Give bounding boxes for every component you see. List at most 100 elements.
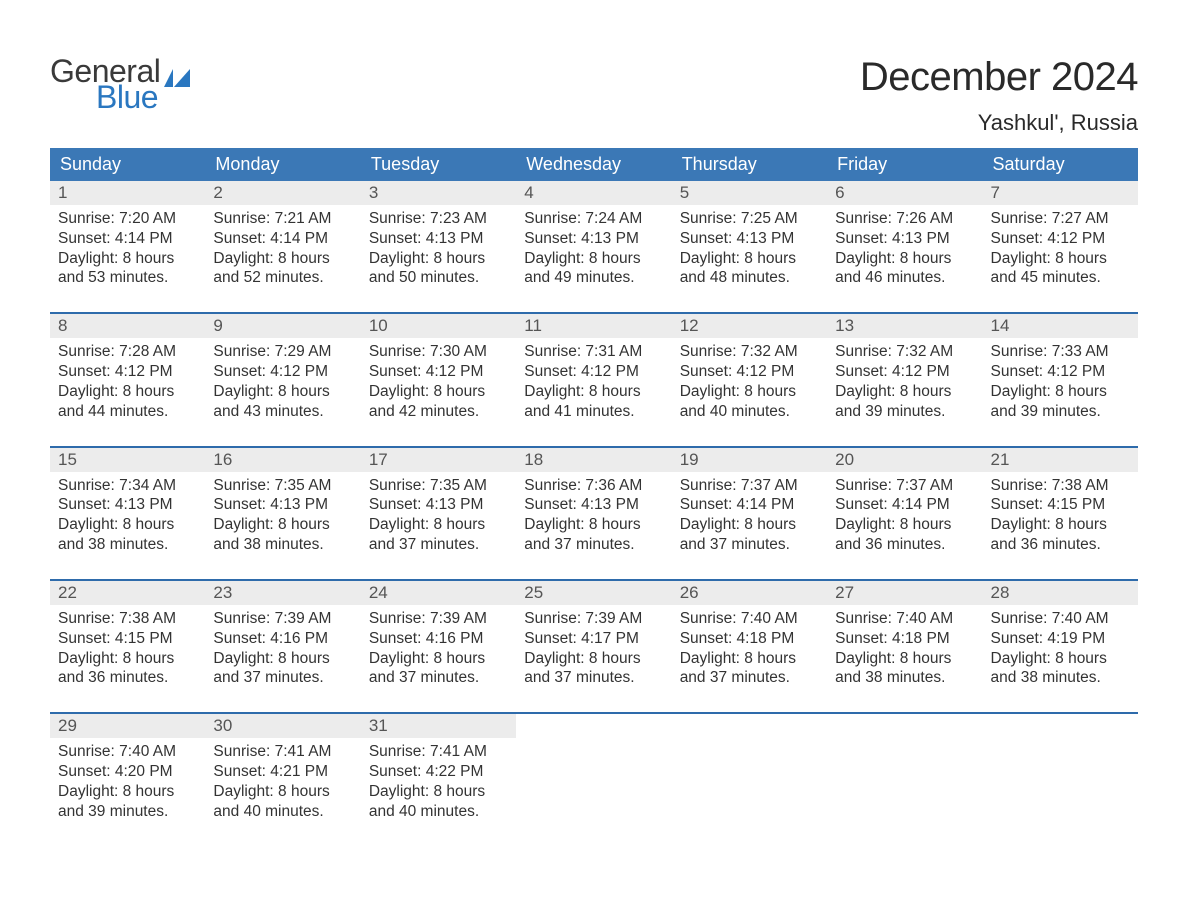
calendar-day-cell: 10Sunrise: 7:30 AMSunset: 4:12 PMDayligh… [361,314,516,445]
day-data: Sunrise: 7:40 AM Sunset: 4:18 PM Daylight:… [827,605,982,688]
daylight-line-2: and 48 minutes. [680,269,790,286]
sunset-line: Sunset: 4:12 PM [991,363,1106,380]
daylight-line-1: Daylight: 8 hours [991,383,1107,400]
daylight-line-1: Daylight: 8 hours [213,516,329,533]
sunrise-line: Sunrise: 7:39 AM [524,610,642,627]
daylight-line-1: Daylight: 8 hours [369,250,485,267]
day-number: 17 [361,448,516,472]
calendar-day-cell: 28Sunrise: 7:40 AMSunset: 4:19 PMDayligh… [983,581,1138,712]
sunset-line: Sunset: 4:20 PM [58,763,173,780]
sunrise-line: Sunrise: 7:32 AM [680,343,798,360]
daylight-line-1: Daylight: 8 hours [524,650,640,667]
day-number: 8 [50,314,205,338]
daylight-line-1: Daylight: 8 hours [680,650,796,667]
sunset-line: Sunset: 4:12 PM [835,363,950,380]
sunset-line: Sunset: 4:14 PM [213,230,328,247]
sunset-line: Sunset: 4:13 PM [369,230,484,247]
day-data: Sunrise: 7:32 AMSunset: 4:12 PMDaylight:… [827,338,982,421]
daylight-line-1: Daylight: 8 hours [213,650,329,667]
day-number: 13 [827,314,982,338]
day-number: 29 [50,714,205,738]
day-number: 9 [205,314,360,338]
day-data: Sunrise: 7:38 AMSunset: 4:15 PMDaylight:… [50,605,205,688]
day-data: Sunrise: 7:21 AMSunset: 4:14 PMDaylight:… [205,205,360,288]
calendar-day-cell: 17Sunrise: 7:35 AMSunset: 4:13 PMDayligh… [361,448,516,579]
calendar-day-cell: 3 Sunrise: 7:23 AM Sunset: 4:13 PM Daylight… [361,181,516,312]
sunset-line: Sunset: 4:12 PM [369,363,484,380]
calendar-week-row: 15Sunrise: 7:34 AMSunset: 4:13 PMDayligh… [50,448,1138,579]
calendar-day-cell: 0 [983,714,1138,845]
daylight-line-2: and 37 minutes. [524,536,634,553]
day-data: Sunrise: 7:41 AMSunset: 4:21 PMDaylight:… [205,738,360,821]
calendar-day-cell: 0 [516,714,671,845]
calendar-day-cell: 31Sunrise: 7:41 AMSunset: 4:22 PMDayligh… [361,714,516,845]
daylight-line-1: Daylight: 8 hours [58,250,174,267]
day-number: 21 [983,448,1138,472]
sunset-line: Sunset: 4:19 PM [991,630,1106,647]
daylight-line-2: and 36 minutes. [58,669,168,686]
sunset-line: Sunset: 4:22 PM [369,763,484,780]
sunset-line: Sunset: 4:18 PM [835,630,950,647]
calendar-day-cell: 30Sunrise: 7:41 AMSunset: 4:21 PMDayligh… [205,714,360,845]
day-number: 18 [516,448,671,472]
weekday-header: Saturday [983,148,1138,181]
calendar-day-cell: 7Sunrise: 7:27 AMSunset: 4:12 PMDaylight… [983,181,1138,312]
day-data: Sunrise: 7:23 AM Sunset: 4:13 PM Daylight:… [361,205,516,288]
calendar-week-row: 1Sunrise: 7:20 AMSunset: 4:14 PMDaylight… [50,181,1138,312]
daylight-line-1: Daylight: 8 hours [680,383,796,400]
daylight-line-2: and 37 minutes. [524,669,634,686]
title-block: December 2024 Yashkul', Russia [860,55,1138,136]
weekday-header: Sunday [50,148,205,181]
calendar-day-cell: 14Sunrise: 7:33 AMSunset: 4:12 PMDayligh… [983,314,1138,445]
day-number: 5 [672,181,827,205]
sunrise-line: Sunrise: 7:41 AM [369,743,487,760]
daylight-line-1: Daylight: 8 hours [524,516,640,533]
daylight-line-1: Daylight: 8 hours [680,516,796,533]
daylight-line-2: and 41 minutes. [524,403,634,420]
calendar-day-cell: 22Sunrise: 7:38 AMSunset: 4:15 PMDayligh… [50,581,205,712]
calendar-day-cell: 13Sunrise: 7:32 AMSunset: 4:12 PMDayligh… [827,314,982,445]
day-data: Sunrise: 7:30 AMSunset: 4:12 PMDaylight:… [361,338,516,421]
sunrise-line: Sunrise: 7:37 AM [680,477,798,494]
day-data: Sunrise: 7:39 AMSunset: 4:16 PMDaylight:… [205,605,360,688]
daylight-line-1: Daylight: 8 hours [369,783,485,800]
daylight-line-2: and 38 minutes. [991,669,1101,686]
weekday-header-row: SundayMondayTuesdayWednesdayThursdayFrid… [50,148,1138,181]
day-data: Sunrise: 7:31 AMSunset: 4:12 PMDaylight:… [516,338,671,421]
sunrise-line: Sunrise: 7:31 AM [524,343,642,360]
day-number: 3 [361,181,516,205]
day-data: Sunrise: 7:40 AMSunset: 4:20 PMDaylight:… [50,738,205,821]
calendar-day-cell: 0 [672,714,827,845]
daylight-line-2: and 39 minutes. [991,403,1101,420]
day-number: 20 [827,448,982,472]
sunrise-line: Sunrise: 7:40 AM [991,610,1109,627]
day-number: 11 [516,314,671,338]
daylight-line-2: and 43 minutes. [213,403,323,420]
sunrise-line: Sunrise: 7:40 AM [680,610,798,627]
sunset-line: Sunset: 4:12 PM [213,363,328,380]
day-data: Sunrise: 7:35 AMSunset: 4:13 PMDaylight:… [361,472,516,555]
calendar-day-cell: 20Sunrise: 7:37 AMSunset: 4:14 PMDayligh… [827,448,982,579]
day-number: 25 [516,581,671,605]
weekday-header: Friday [827,148,982,181]
sunrise-line: Sunrise: 7:20 AM [58,210,176,227]
calendar-day-cell: 4Sunrise: 7:24 AMSunset: 4:13 PMDaylight… [516,181,671,312]
sunrise-line: Sunrise: 7:40 AM [835,610,953,627]
sunrise-line: Sunrise: 7:37 AM [835,477,953,494]
sunrise-line: Sunrise: 7:23 AM [369,210,487,227]
daylight-line-2: and 40 minutes. [680,403,790,420]
daylight-line-1: Daylight: 8 hours [58,383,174,400]
daylight-line-2: and 39 minutes. [835,403,945,420]
daylight-line-1: Daylight: 8 hours [835,250,951,267]
sunrise-line: Sunrise: 7:40 AM [58,743,176,760]
day-data: Sunrise: 7:39 AMSunset: 4:17 PMDaylight:… [516,605,671,688]
day-data: Sunrise: 7:29 AMSunset: 4:12 PMDaylight:… [205,338,360,421]
calendar-day-cell: 18Sunrise: 7:36 AMSunset: 4:13 PMDayligh… [516,448,671,579]
daylight-line-1: Daylight: 8 hours [835,650,951,667]
daylight-line-2: and 40 minutes. [213,803,323,820]
day-data: Sunrise: 7:33 AMSunset: 4:12 PMDaylight:… [983,338,1138,421]
topbar: General Blue December 2024 Yashkul', Rus… [50,55,1138,136]
daylight-line-1: Daylight: 8 hours [991,650,1107,667]
daylight-line-2: and 39 minutes. [58,803,168,820]
sunrise-line: Sunrise: 7:29 AM [213,343,331,360]
